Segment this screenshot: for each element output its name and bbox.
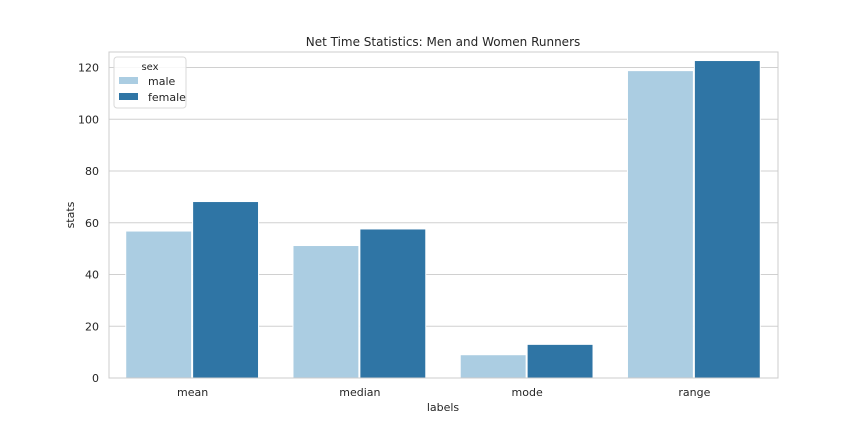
- y-tick-label: 80: [85, 165, 99, 178]
- x-tick-label: mode: [512, 386, 543, 399]
- y-tick-label: 20: [85, 320, 99, 333]
- bar-male-mean: [125, 230, 193, 379]
- y-tick-label: 40: [85, 269, 99, 282]
- bar-female-range: [693, 60, 761, 379]
- y-tick-label: 0: [92, 372, 99, 385]
- bar-female-mean: [192, 201, 260, 379]
- legend-swatch-female: [119, 93, 138, 100]
- chart-title: Net Time Statistics: Men and Women Runne…: [306, 35, 581, 49]
- y-tick-label: 60: [85, 217, 99, 230]
- bar-male-median: [292, 245, 360, 379]
- y-tick-label: 120: [78, 62, 99, 75]
- plot-frame: [108, 51, 779, 379]
- x-tick-label: mean: [177, 386, 208, 399]
- x-tick-layer: mean median mode range: [177, 386, 711, 399]
- bar-male-mode: [459, 354, 527, 379]
- y-tick-layer: 0 20 40 60 80 100 120: [78, 62, 99, 385]
- bar-female-median: [359, 228, 427, 379]
- bar-male-range: [626, 70, 694, 379]
- legend-label-female: female: [148, 91, 186, 104]
- y-axis-label: stats: [64, 201, 77, 228]
- x-tick-label: median: [339, 386, 380, 399]
- legend: sex male female: [113, 56, 187, 109]
- x-tick-label: range: [678, 386, 710, 399]
- bar-female-mode: [526, 343, 594, 379]
- legend-swatch-male: [119, 77, 138, 84]
- bar-layer: [125, 60, 761, 379]
- x-axis-label: labels: [427, 401, 460, 414]
- legend-label-male: male: [148, 75, 176, 88]
- legend-title: sex: [141, 62, 158, 73]
- y-tick-label: 100: [78, 113, 99, 126]
